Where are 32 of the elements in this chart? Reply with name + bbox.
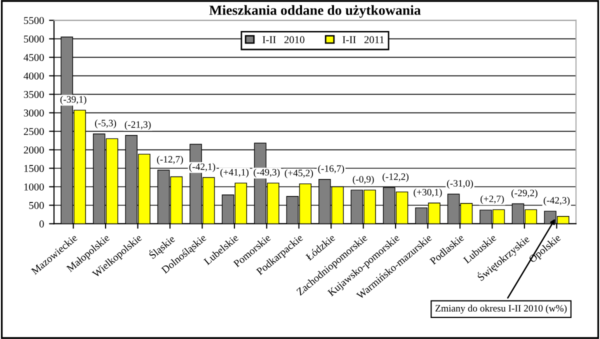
y-tick-label: 2500 [24,128,44,135]
y-tick-label: 3500 [24,90,44,98]
annotation: (-5,3) [95,120,116,128]
annotation: (-16,7) [318,164,344,174]
annotation: (-42,3) [544,196,570,206]
annotation: (-12,7) [157,156,183,165]
annotation: Zmiany do okresu I-II 2010 (w%) [436,304,567,314]
chart-title: Mieszkania oddane do użytkowania [209,5,421,18]
y-tick-label: 500 [29,202,44,209]
annotation: (-12,2) [382,173,408,182]
y-tick-label: 2000 [24,146,44,154]
legend-label: I-II 2011 [342,36,384,44]
annotation: (+30,1) [414,188,442,198]
y-tick-label: 4000 [24,72,44,80]
y-tick-label: 5500 [24,17,44,24]
annotation: (+2,7) [480,195,504,204]
annotation: (-29,2) [512,189,538,198]
y-tick-label: 1500 [24,164,44,172]
annotation: (+41,1) [220,168,249,178]
annotation: (+45,2) [284,169,313,178]
annotation: (-39,1) [60,96,86,105]
annotation: (-42,1) [189,163,216,172]
annotation: (-21,3) [124,120,151,130]
annotation: (-31,0) [447,180,473,189]
y-tick-label: 1000 [24,183,44,190]
y-tick-label: 5000 [24,36,44,43]
y-tick-label: 0 [39,220,44,228]
annotation: (-0,9) [352,176,374,185]
annotation: (-49,3) [254,168,280,178]
legend-label: I-II 2010 [262,36,304,44]
y-tick-label: 3000 [24,109,44,117]
y-tick-label: 4500 [24,54,44,62]
